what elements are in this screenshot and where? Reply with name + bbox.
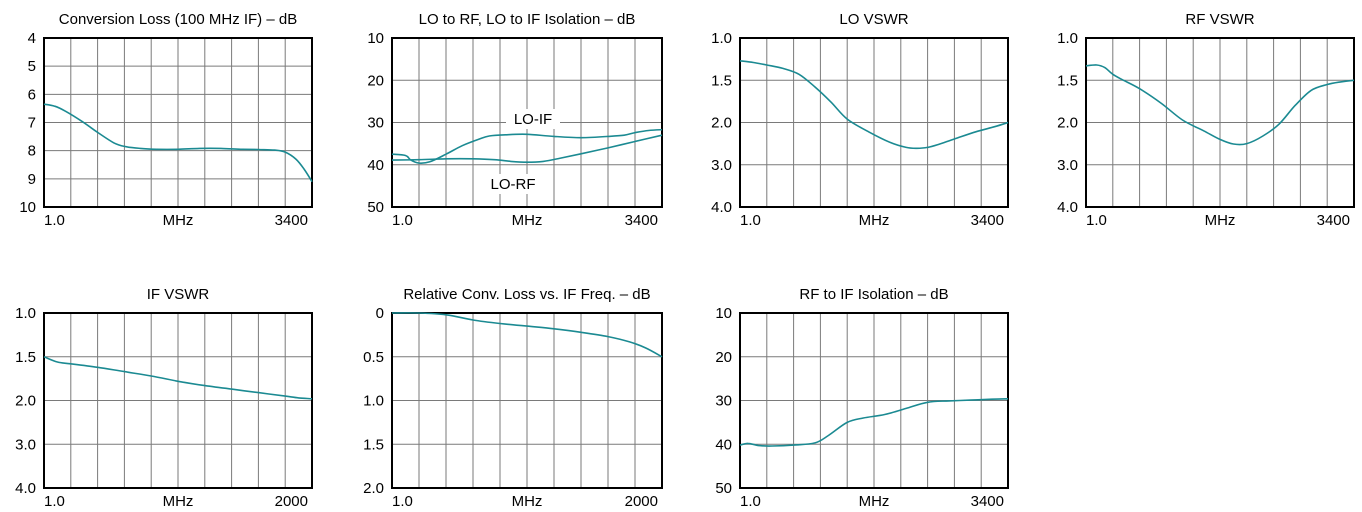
y-tick-label: 5 [28, 58, 36, 75]
grid [392, 313, 662, 488]
y-tick-label: 0 [376, 305, 384, 322]
y-tick-label: 7 [28, 115, 36, 132]
y-tick-label: 2.0 [15, 393, 36, 410]
y-tick-label: 4.0 [15, 480, 36, 497]
y-tick-label: 40 [715, 436, 732, 453]
x-tick-label: 1.0 [1086, 212, 1107, 229]
plot-frame [43, 37, 313, 208]
chart-title: IF VSWR [147, 286, 210, 303]
series-line [739, 398, 1009, 447]
y-tick-label: 10 [367, 30, 384, 47]
y-tick-label: 4.0 [1057, 199, 1078, 216]
x-tick-label: 3400 [275, 212, 308, 229]
chart-panel-3: LO VSWR 1.0 1.5 2.0 3.0 4.0 1.0 3400 MHz [711, 11, 1009, 229]
y-tick-label: 50 [715, 480, 732, 497]
series-line [739, 60, 1009, 150]
y-tick-label: 1.5 [363, 436, 384, 453]
y-tick-label: 4 [28, 30, 36, 47]
y-tick-label: 2.0 [363, 480, 384, 497]
x-tick-label: 2000 [275, 493, 308, 510]
x-tick-label: 1.0 [44, 493, 65, 510]
x-tick-label: 3400 [1317, 212, 1350, 229]
y-tick-label: 0.5 [363, 349, 384, 366]
x-tick-label: 3400 [625, 212, 658, 229]
chart-panel-1: Conversion Loss (100 MHz IF) – dB 4 5 6 7 8 9 1… [19, 11, 313, 229]
chart-panel-7: RF to IF Isolation – dB 10 20 30 40 50 1.0 3400… [715, 286, 1009, 510]
chart-title: RF to IF Isolation – dB [799, 286, 948, 303]
y-tick-label: 3.0 [15, 436, 36, 453]
series-line [391, 312, 663, 358]
x-axis-label: MHz [512, 212, 543, 229]
series-line [43, 356, 313, 400]
x-axis-label: MHz [859, 212, 890, 229]
y-tick-label: 30 [367, 115, 384, 132]
series-annotation: LO-IF [514, 111, 552, 128]
grid [44, 38, 312, 207]
series-line [43, 103, 313, 183]
y-tick-label: 10 [715, 305, 732, 322]
y-tick-label: 30 [715, 393, 732, 410]
x-tick-label: 2000 [625, 493, 658, 510]
grid [740, 38, 1008, 207]
y-tick-label: 1.0 [363, 393, 384, 410]
y-tick-label: 2.0 [1057, 115, 1078, 132]
chart-panel-6: Relative Conv. Loss vs. IF Freq. – dB 0 0.… [363, 286, 663, 510]
chart-title: Relative Conv. Loss vs. IF Freq. – dB [403, 286, 650, 303]
y-tick-label: 6 [28, 86, 36, 103]
x-axis-label: MHz [163, 212, 194, 229]
plot-frame [43, 312, 313, 489]
plot-frame [1085, 37, 1355, 208]
y-tick-label: 1.0 [15, 305, 36, 322]
y-tick-label: 3.0 [1057, 157, 1078, 174]
chart-panel-4: RF VSWR 1.0 1.5 2.0 3.0 4.0 1.0 3400 MHz [1057, 11, 1355, 229]
series-line-lo-rf [391, 134, 663, 164]
plot-frame [391, 312, 663, 489]
x-tick-label: 1.0 [740, 493, 761, 510]
x-tick-label: 3400 [971, 212, 1004, 229]
x-tick-label: 1.0 [392, 212, 413, 229]
series-annotation: LO-RF [491, 176, 536, 193]
grid [1086, 38, 1354, 207]
x-tick-label: 1.0 [392, 493, 413, 510]
chart-title: LO VSWR [839, 11, 908, 28]
y-tick-label: 50 [367, 199, 384, 216]
chart-panel-5: IF VSWR 1.0 1.5 2.0 3.0 4.0 1.0 2000 MHz [15, 286, 313, 510]
annotation-backdrop [486, 174, 540, 194]
plot-frame [739, 312, 1009, 489]
x-tick-label: 3400 [971, 493, 1004, 510]
y-tick-label: 1.0 [711, 30, 732, 47]
y-tick-label: 4.0 [711, 199, 732, 216]
y-tick-label: 20 [715, 349, 732, 366]
y-tick-label: 2.0 [711, 115, 732, 132]
y-tick-label: 20 [367, 72, 384, 89]
y-tick-label: 1.5 [711, 72, 732, 89]
y-tick-label: 10 [19, 199, 36, 216]
y-tick-label: 40 [367, 157, 384, 174]
y-tick-label: 1.0 [1057, 30, 1078, 47]
grid [44, 313, 312, 488]
annotation-backdrop [506, 109, 560, 129]
chart-title: LO to RF, LO to IF Isolation – dB [419, 11, 636, 28]
y-tick-label: 1.5 [1057, 72, 1078, 89]
y-tick-label: 8 [28, 143, 36, 160]
x-axis-label: MHz [163, 493, 194, 510]
x-axis-label: MHz [512, 493, 543, 510]
y-tick-label: 3.0 [711, 157, 732, 174]
x-axis-label: MHz [859, 493, 890, 510]
y-tick-label: 9 [28, 171, 36, 188]
x-axis-label: MHz [1205, 212, 1236, 229]
chart-title: RF VSWR [1185, 11, 1254, 28]
x-tick-label: 1.0 [44, 212, 65, 229]
plot-frame [391, 37, 663, 208]
x-tick-label: 1.0 [740, 212, 761, 229]
chart-title: Conversion Loss (100 MHz IF) – dB [59, 11, 297, 28]
y-tick-label: 1.5 [15, 349, 36, 366]
chart-panel-2: LO to RF, LO to IF Isolation – dB 10 20 30 4… [367, 11, 663, 229]
series-line-lo-if [391, 128, 663, 164]
series-line [1085, 64, 1355, 146]
